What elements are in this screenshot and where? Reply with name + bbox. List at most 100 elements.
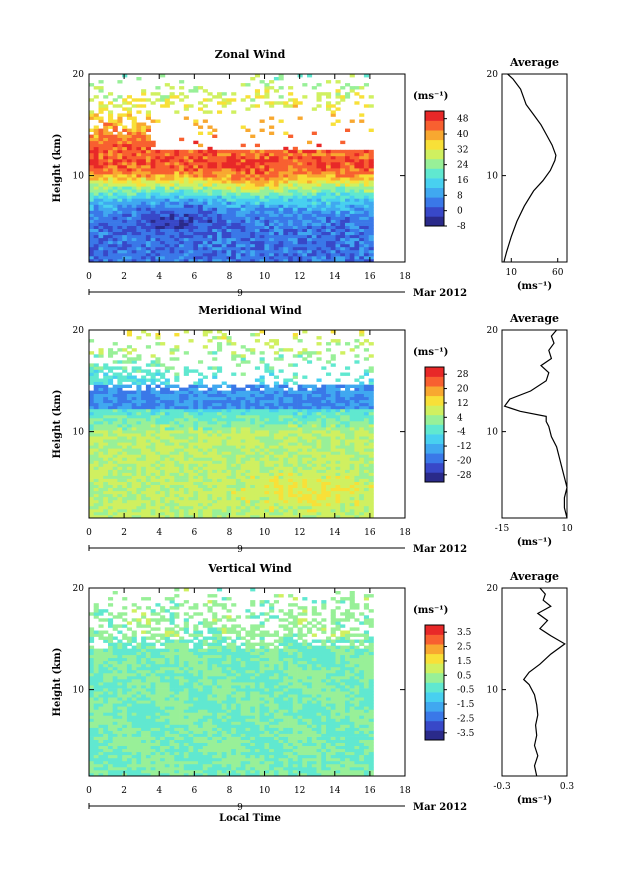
heatmap-cell	[212, 237, 218, 242]
heatmap-cell	[326, 180, 332, 184]
heatmap-cell	[193, 390, 199, 394]
heatmap-cell	[108, 387, 114, 391]
heatmap-cell	[340, 249, 346, 254]
heatmap-cell	[245, 424, 251, 428]
heatmap-cell	[103, 243, 109, 248]
heatmap-cell	[326, 155, 332, 160]
heatmap-cell	[307, 213, 313, 217]
heatmap-cell	[117, 104, 123, 108]
heatmap-cell	[131, 348, 137, 352]
heatmap-cell	[292, 405, 298, 410]
heatmap-cell	[212, 228, 218, 232]
heatmap-cell	[150, 393, 156, 398]
heatmap-cell	[212, 168, 218, 172]
heatmap-cell	[316, 496, 322, 501]
heatmap-cell	[117, 484, 123, 488]
heatmap-cell	[278, 168, 284, 172]
heatmap-cell	[259, 502, 265, 507]
heatmap-cell	[188, 436, 194, 440]
heatmap-cell	[89, 110, 95, 114]
heatmap-cell	[240, 204, 246, 208]
heatmap-cell	[93, 445, 99, 449]
heatmap-cell	[292, 399, 298, 404]
heatmap-cell	[198, 210, 204, 214]
heatmap-cell	[164, 83, 170, 87]
heatmap-cell	[202, 511, 208, 516]
heatmap-cell	[108, 499, 114, 504]
heatmap-cell	[89, 451, 95, 455]
heatmap-cell	[254, 339, 260, 343]
heatmap-cell	[202, 110, 208, 114]
heatmap-cell	[198, 168, 204, 172]
heatmap-cell	[221, 442, 227, 446]
heatmap-cell	[164, 490, 170, 495]
heatmap-cell	[307, 246, 313, 251]
heatmap-cell	[89, 189, 95, 193]
heatmap-cell	[217, 180, 223, 184]
heatmap-cell	[164, 180, 170, 184]
heatmap-cell	[273, 351, 279, 355]
heatmap-cell	[226, 421, 232, 425]
heatmap-cell	[131, 511, 137, 516]
heatmap-cell	[226, 155, 232, 160]
heatmap-cell	[169, 192, 175, 196]
heatmap-cell	[212, 243, 218, 248]
heatmap-cell	[117, 149, 123, 154]
heatmap-cell	[221, 98, 227, 102]
heatmap-cell	[155, 499, 161, 504]
heatmap-cell	[307, 499, 313, 504]
heatmap-cell	[136, 231, 142, 236]
heatmap-cell	[269, 436, 275, 440]
heatmap-cell	[226, 246, 232, 251]
heatmap-cell	[359, 222, 365, 226]
heatmap-cell	[302, 515, 308, 519]
heatmap-cell	[221, 490, 227, 495]
heatmap-cell	[259, 249, 265, 254]
heatmap-cell	[169, 487, 175, 492]
heatmap-cell	[363, 152, 369, 157]
heatmap-cell	[150, 436, 156, 440]
heatmap-cell	[198, 207, 204, 211]
heatmap-cell	[307, 237, 313, 242]
heatmap-cell	[226, 339, 232, 343]
heatmap-cell	[112, 195, 118, 199]
heatmap-cell	[259, 457, 265, 461]
heatmap-cell	[188, 511, 194, 516]
heatmap-cell	[302, 95, 308, 99]
heatmap-cell	[273, 222, 279, 226]
heatmap-cell	[259, 351, 265, 355]
heatmap-cell	[207, 171, 213, 175]
heatmap-cell	[126, 378, 132, 382]
heatmap-cell	[174, 231, 180, 236]
heatmap-cell	[245, 445, 251, 449]
heatmap-cell	[98, 402, 104, 407]
heatmap-cell	[183, 177, 189, 181]
heatmap-cell	[160, 246, 166, 251]
heatmap-cell	[98, 165, 104, 169]
heatmap-cell	[288, 155, 294, 160]
heatmap-cell	[150, 207, 156, 211]
heatmap-cell	[288, 460, 294, 464]
heatmap-cell	[183, 463, 189, 467]
heatmap-cell	[307, 210, 313, 214]
heatmap-cell	[311, 496, 317, 501]
heatmap-cell	[202, 502, 208, 507]
heatmap-cell	[278, 496, 284, 501]
heatmap-cell	[235, 161, 241, 166]
heatmap-cell	[359, 201, 365, 205]
heatmap-cell	[89, 436, 95, 440]
heatmap-cell	[245, 421, 251, 425]
heatmap-cell	[174, 249, 180, 254]
heatmap-cell	[198, 414, 204, 419]
heatmap-cell	[98, 475, 104, 479]
heatmap-cell	[202, 424, 208, 428]
heatmap-cell	[141, 231, 147, 236]
heatmap-cell	[307, 393, 313, 398]
heatmap-cell	[288, 222, 294, 226]
heatmap-cell	[141, 502, 147, 507]
heatmap-cell	[126, 259, 132, 263]
heatmap-cell	[330, 122, 336, 126]
heatmap-cell	[150, 259, 156, 263]
heatmap-cell	[179, 210, 185, 214]
heatmap-cell	[363, 201, 369, 205]
